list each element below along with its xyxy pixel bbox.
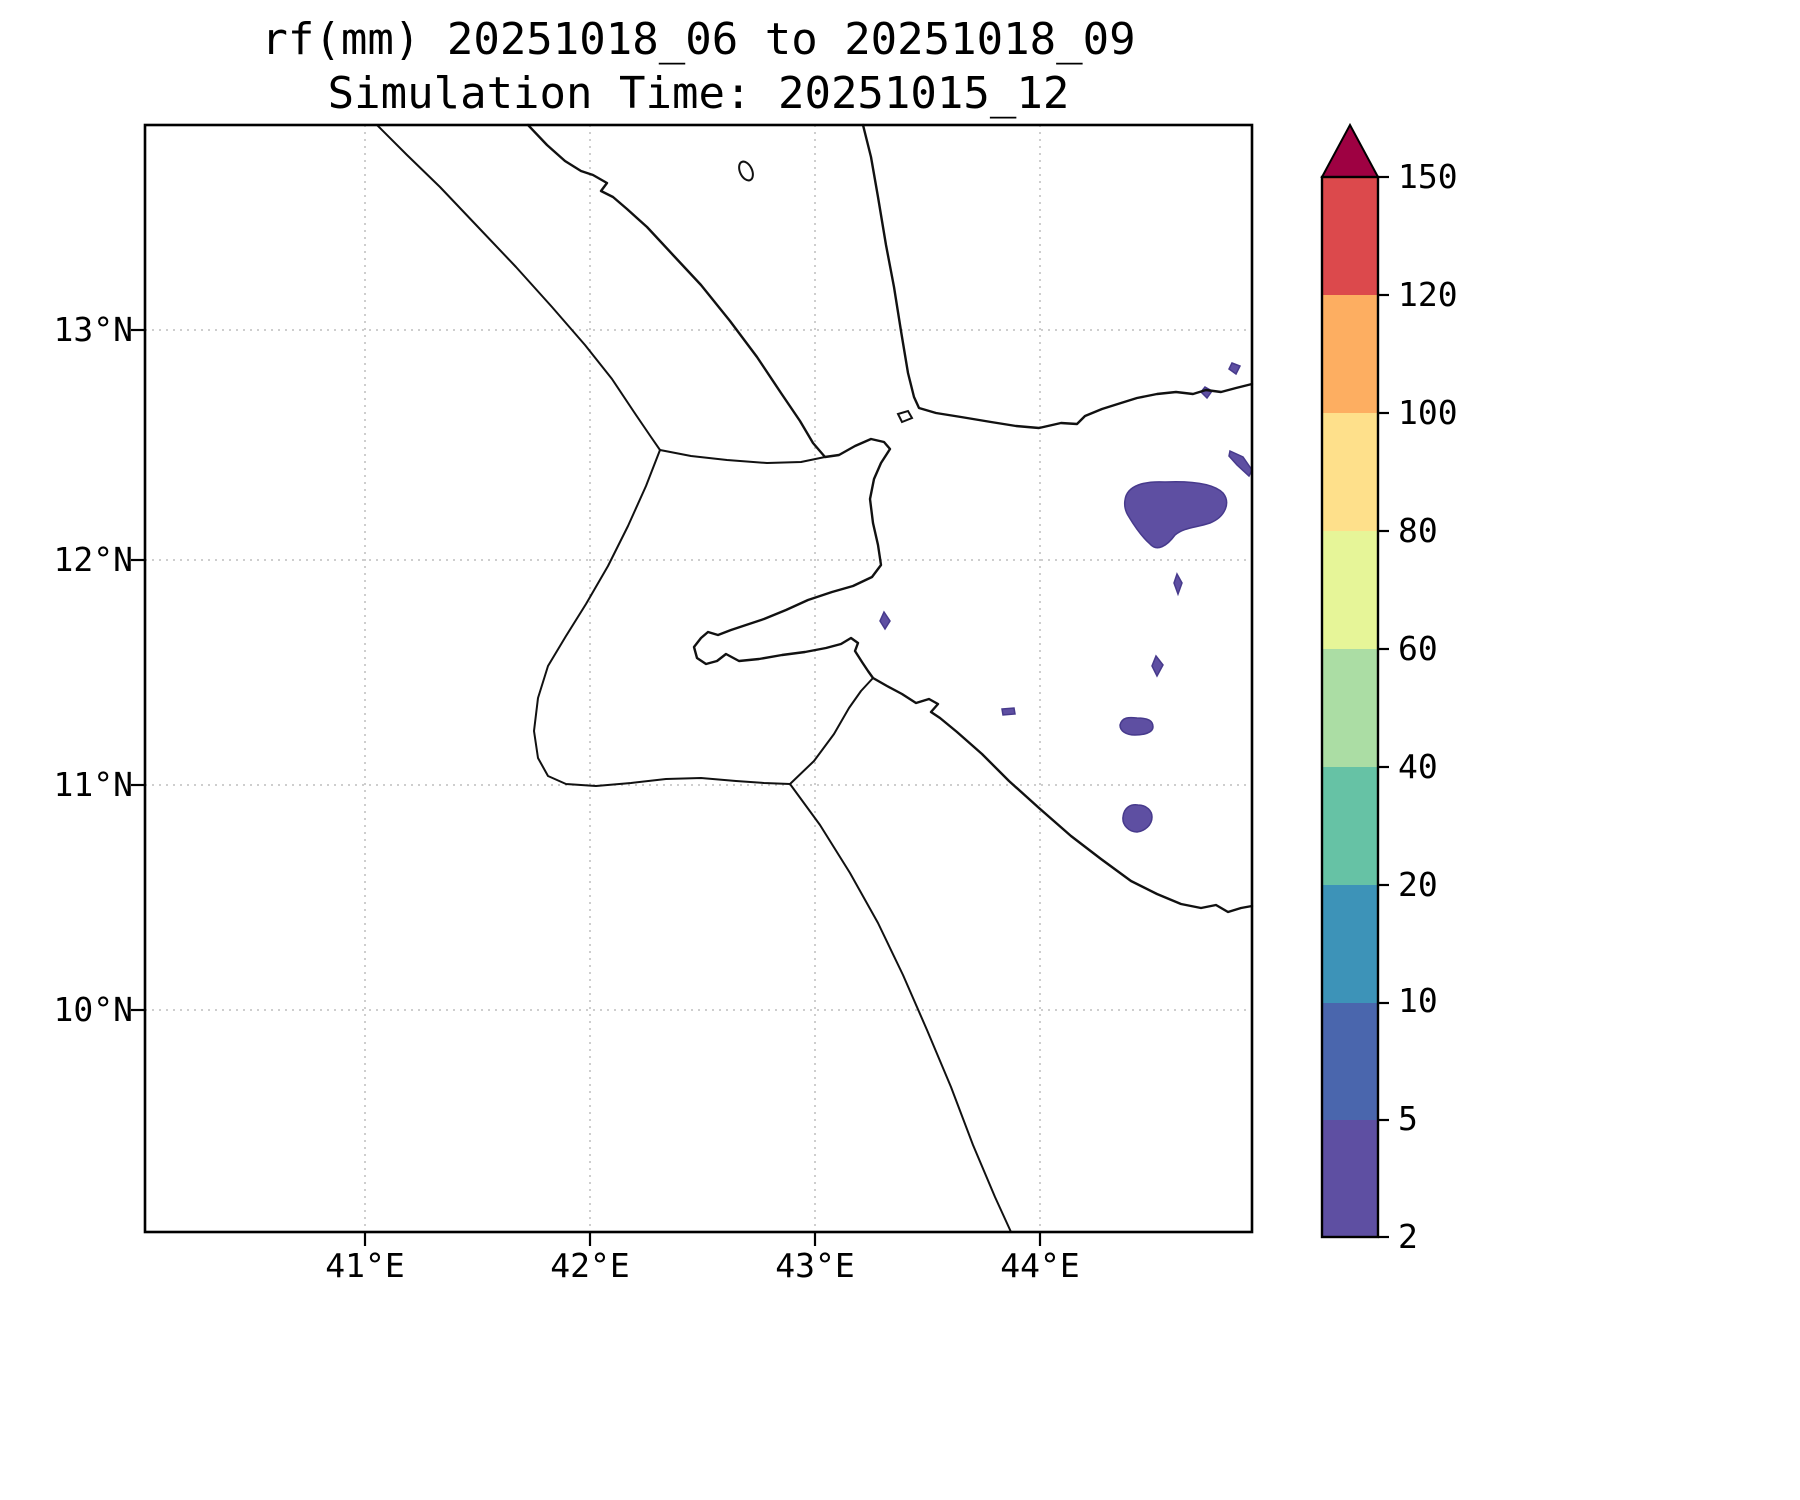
rain-patch-speck-1 bbox=[1199, 386, 1214, 400]
ytick-12n: 12°N bbox=[53, 540, 133, 579]
rain-patch-blob-1 bbox=[1119, 716, 1154, 736]
cbar-label-80: 80 bbox=[1398, 511, 1438, 550]
colorbar-ticks bbox=[1378, 175, 1389, 1239]
colorbar-seg-40-60 bbox=[1322, 649, 1378, 767]
axis-ticks bbox=[131, 328, 1042, 1246]
colorbar-seg-120-150 bbox=[1322, 177, 1378, 295]
rain-contours bbox=[879, 362, 1253, 833]
cbar-label-20: 20 bbox=[1398, 865, 1438, 904]
rain-patch-sliver-2 bbox=[1173, 572, 1183, 597]
rain-patch-triangle bbox=[1151, 654, 1164, 678]
colorbar-outline bbox=[1320, 175, 1380, 1239]
colorbar-over-triangle bbox=[1320, 122, 1380, 178]
colorbar-seg-5-10 bbox=[1322, 1003, 1378, 1120]
rain-patch-blob-2 bbox=[1122, 804, 1153, 833]
axes-frame bbox=[143, 123, 1254, 1234]
colorbar-seg-60-80 bbox=[1322, 531, 1378, 649]
border-eritrea-djibouti bbox=[659, 449, 826, 464]
cbar-label-100: 100 bbox=[1398, 393, 1458, 432]
coastline-africa-red-sea-gulf bbox=[526, 123, 1254, 914]
xtick-44e: 44°E bbox=[1000, 1246, 1080, 1285]
cbar-label-60: 60 bbox=[1398, 629, 1438, 668]
cbar-label-10: 10 bbox=[1398, 981, 1438, 1020]
ytick-10n: 10°N bbox=[53, 990, 133, 1029]
island-perim bbox=[896, 409, 914, 424]
xtick-42e: 42°E bbox=[550, 1246, 630, 1285]
ytick-13n: 13°N bbox=[53, 310, 133, 349]
ytick-11n: 11°N bbox=[53, 765, 133, 804]
cbar-label-120: 120 bbox=[1398, 275, 1458, 314]
colorbar-seg-2-5 bbox=[1322, 1120, 1378, 1237]
plot-subtitle: Simulation Time: 20251015_12 bbox=[327, 68, 1070, 119]
plot-title: rf(mm) 20251018_06 to 20251018_09 bbox=[261, 14, 1136, 65]
cbar-label-40: 40 bbox=[1398, 747, 1438, 786]
cbar-label-150: 150 bbox=[1398, 157, 1458, 196]
colorbar-seg-20-40 bbox=[1322, 767, 1378, 885]
xtick-41e: 41°E bbox=[325, 1246, 405, 1285]
cbar-label-2: 2 bbox=[1398, 1217, 1418, 1256]
colorbar bbox=[1320, 122, 1389, 1239]
rain-patch-dash bbox=[1001, 707, 1016, 716]
xtick-43e: 43°E bbox=[775, 1246, 855, 1285]
cbar-label-5: 5 bbox=[1398, 1099, 1418, 1138]
border-ethiopia-somalia bbox=[789, 783, 1012, 1233]
rain-patch-large-gulf-of-aden bbox=[1123, 481, 1228, 549]
colorbar-seg-80-100 bbox=[1322, 413, 1378, 531]
rain-patch-ne-sliver bbox=[1228, 449, 1253, 478]
border-ethiopia-djibouti bbox=[533, 449, 791, 787]
colorbar-seg-100-120 bbox=[1322, 295, 1378, 413]
map-plot bbox=[131, 123, 1254, 1246]
border-djibouti-somalia bbox=[789, 677, 874, 785]
island-hanish bbox=[738, 160, 754, 182]
border-eritrea-ethiopia bbox=[376, 124, 661, 451]
rain-patch-speck-2 bbox=[1228, 362, 1242, 376]
colorbar-seg-10-20 bbox=[1322, 885, 1378, 1003]
rain-patch-diamond-obock bbox=[879, 610, 891, 631]
coastline-arabia-yemen bbox=[861, 123, 1254, 430]
